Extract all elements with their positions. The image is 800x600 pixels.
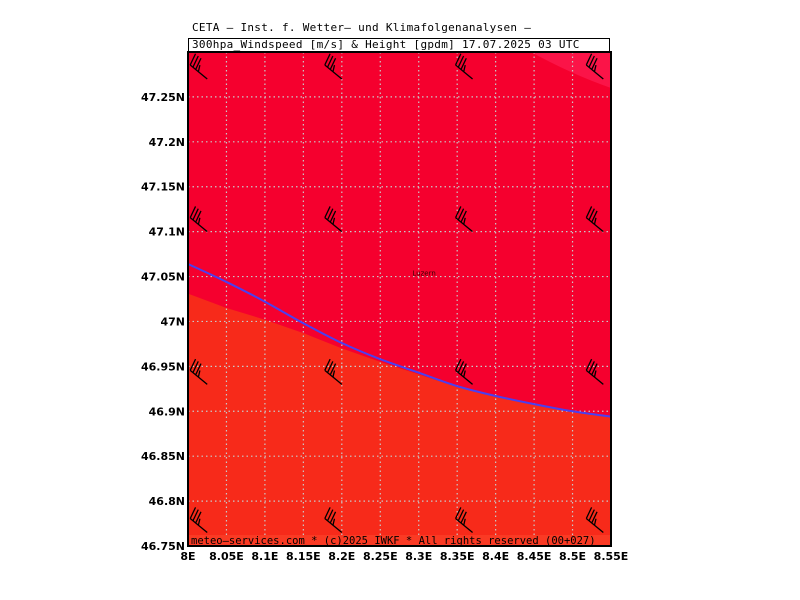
height-contour-line [187, 263, 612, 418]
latitude-tick-label: 46.95N [141, 360, 185, 373]
map-frame [187, 51, 612, 547]
wind-barb [189, 206, 208, 233]
wind-barb [189, 53, 208, 80]
lat-lon-grid [188, 52, 611, 546]
footer-band [188, 535, 611, 546]
chart-title-parameter: 300hpa_Windspeed [m/s] & Height [gpdm] 1… [188, 38, 610, 51]
windspeed-field [188, 52, 611, 546]
wind-barb [585, 53, 604, 80]
city-label-luzern: Luzern [412, 270, 435, 278]
wind-barb [454, 53, 473, 80]
latitude-tick-label: 47N [160, 315, 185, 328]
wind-barb [324, 53, 343, 80]
windspeed-area-northeast [531, 52, 611, 88]
latitude-tick-label: 46.8N [149, 495, 185, 508]
latitude-tick-label: 47.25N [141, 91, 185, 104]
wind-barb [189, 507, 208, 534]
longitude-axis: 8E 8.05E 8.1E 8.15E 8.2E 8.25E 8.3E 8.35E 8.4E 8.… [180, 550, 628, 563]
wind-barb [454, 507, 473, 534]
longitude-tick-label: 8.3E [405, 550, 432, 563]
latitude-tick-label: 47.2N [149, 136, 185, 149]
latitude-tick-label: 47.1N [149, 226, 185, 239]
latitude-tick-label: 47.15N [141, 181, 185, 194]
copyright-footer: meteo–services.com * (c)2025 IWKF * All … [191, 535, 596, 547]
longitude-tick-label: 8.5E [559, 550, 586, 563]
longitude-tick-label: 8E [180, 550, 195, 563]
wind-barb [324, 358, 343, 385]
wind-barb [454, 206, 473, 233]
wind-barb [454, 358, 473, 385]
longitude-tick-label: 8.4E [482, 550, 509, 563]
latitude-tick-label: 47.05N [141, 271, 185, 284]
longitude-tick-label: 8.1E [251, 550, 278, 563]
longitude-tick-label: 8.15E [286, 550, 321, 563]
longitude-tick-label: 8.2E [328, 550, 355, 563]
longitude-tick-label: 8.45E [517, 550, 552, 563]
latitude-tick-label: 46.9N [149, 405, 185, 418]
wind-barb [189, 358, 208, 385]
longitude-tick-label: 8.05E [209, 550, 244, 563]
latitude-tick-label: 46.75N [141, 540, 185, 553]
longitude-tick-label: 8.55E [594, 550, 629, 563]
latitude-axis: 47.25N 47.2N 47.15N 47.1N 47.05N 47N 46.95N 46.… [141, 91, 185, 553]
wind-barb [585, 206, 604, 233]
windspeed-area-south [188, 293, 611, 546]
wind-barb [324, 206, 343, 233]
wind-barb [585, 507, 604, 534]
longitude-tick-label: 8.35E [440, 550, 475, 563]
wind-barbs [189, 53, 604, 534]
chart-title-institute: CETA – Inst. f. Wetter– und Klimafolgena… [192, 21, 532, 34]
longitude-tick-label: 8.25E [363, 550, 398, 563]
wind-barb [324, 507, 343, 534]
latitude-tick-label: 46.85N [141, 450, 185, 463]
wind-barb [585, 358, 604, 385]
